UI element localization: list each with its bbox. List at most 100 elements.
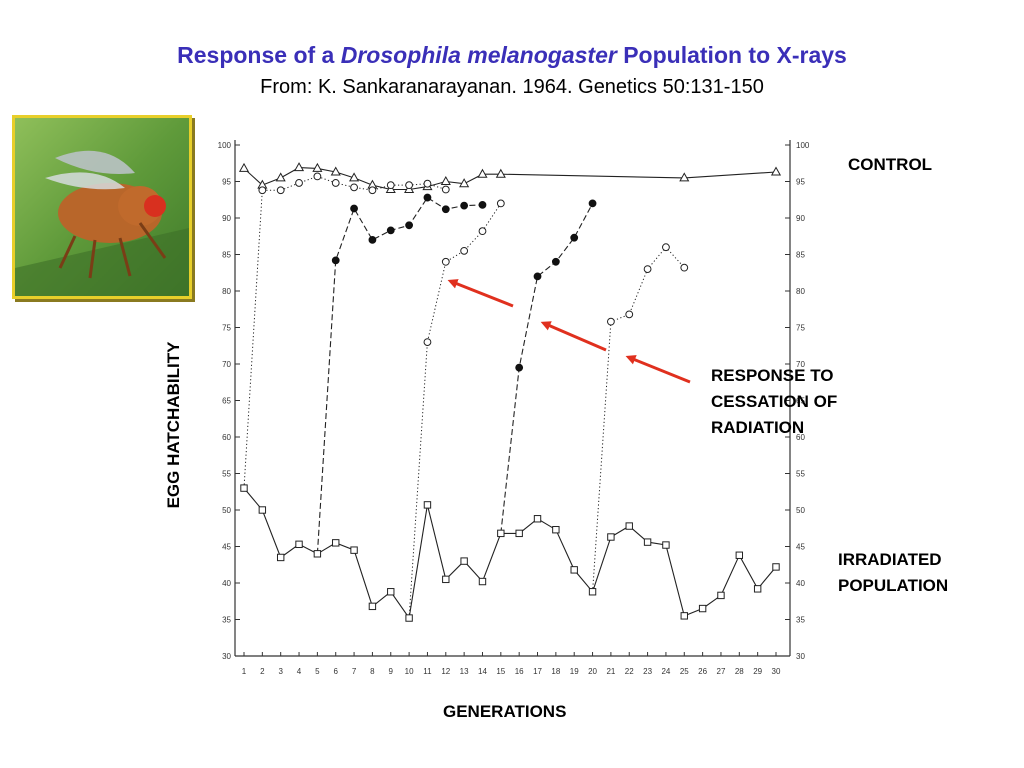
open-circle-marker	[643, 265, 652, 274]
x-tick-label: 15	[496, 667, 505, 676]
x-tick-label: 2	[260, 667, 265, 676]
y-tick-label-right: 35	[796, 616, 805, 625]
open-circle-marker	[331, 179, 340, 187]
y-tick-label-left: 75	[222, 324, 231, 333]
y-tick-label-right: 70	[796, 360, 805, 369]
y-tick-label-right: 60	[796, 433, 805, 442]
filled-circle-marker	[331, 256, 340, 265]
triangle-marker	[275, 172, 286, 182]
x-tick-label: 28	[735, 667, 744, 676]
square-marker	[607, 533, 615, 541]
red-arrow	[625, 355, 691, 384]
red-arrow	[447, 279, 514, 308]
x-tick-label: 23	[643, 667, 652, 676]
open-circle-marker	[662, 243, 670, 252]
red-arrow	[540, 321, 607, 352]
square-marker	[533, 515, 542, 523]
x-tick-label: 8	[370, 667, 375, 676]
irradiated-label-line1: IRRADIATED	[838, 550, 942, 569]
y-tick-label-right: 100	[796, 141, 810, 150]
y-tick-label-right: 75	[796, 324, 805, 333]
response-label-line3: RADIATION	[711, 418, 805, 437]
y-tick-label-left: 30	[222, 652, 231, 661]
x-tick-label: 1	[242, 667, 247, 676]
series-line-recovery-from-5	[316, 196, 483, 554]
filled-circle-marker	[441, 205, 450, 214]
open-circle-marker	[423, 179, 432, 188]
square-marker	[735, 551, 744, 559]
triangle-marker	[440, 175, 451, 185]
filled-circle-marker	[368, 236, 377, 244]
filled-circle-marker	[405, 221, 414, 230]
filled-circle-marker	[551, 257, 560, 266]
title-post: Population to X-rays	[616, 42, 847, 68]
open-circle-marker	[625, 310, 634, 319]
filled-circle-marker	[386, 226, 395, 235]
response-label-line2: CESSATION OF	[711, 392, 838, 411]
y-tick-label-left: 100	[218, 141, 232, 150]
x-tick-label: 4	[297, 667, 302, 676]
open-circle-marker	[496, 199, 505, 208]
y-tick-label-right: 65	[796, 397, 805, 406]
x-tick-label: 25	[680, 667, 689, 676]
square-marker	[753, 585, 762, 593]
response-label-line1: RESPONSE TO	[711, 366, 834, 385]
y-tick-label-right: 95	[796, 178, 805, 187]
open-circle-marker	[606, 317, 615, 326]
triangle-marker	[349, 172, 360, 182]
x-tick-label: 21	[606, 667, 615, 676]
open-circle-marker	[276, 186, 285, 195]
open-circle-marker	[386, 181, 395, 190]
square-marker	[698, 604, 707, 613]
y-tick-label-right: 30	[796, 652, 805, 661]
y-tick-label-left: 55	[222, 470, 231, 479]
y-tick-label-left: 60	[222, 433, 231, 442]
y-tick-label-left: 80	[222, 287, 231, 296]
y-tick-label-left: 65	[222, 397, 231, 406]
x-tick-label: 5	[315, 667, 320, 676]
open-circle-marker	[405, 181, 414, 190]
x-tick-label: 11	[423, 667, 432, 676]
filled-circle-marker	[460, 201, 469, 210]
y-tick-label-right: 85	[796, 251, 805, 260]
y-tick-label-left: 95	[222, 178, 231, 187]
x-tick-label: 29	[753, 667, 762, 676]
series-line-control-open	[243, 175, 446, 489]
filled-circle-marker	[588, 199, 597, 208]
triangle-marker	[330, 166, 341, 176]
triangle-marker	[770, 166, 782, 176]
x-tick-label: 13	[460, 667, 469, 676]
series-line-recovery-from-10	[408, 203, 502, 619]
y-tick-label-right: 80	[796, 287, 805, 296]
square-marker	[423, 501, 432, 509]
series-line-recovery-from-15	[500, 203, 594, 534]
square-marker	[662, 541, 670, 549]
x-tick-label: 12	[441, 667, 450, 676]
x-tick-label: 22	[625, 667, 634, 676]
square-marker	[350, 546, 358, 554]
x-tick-label: 27	[717, 667, 726, 676]
filled-circle-marker	[515, 363, 524, 372]
x-tick-label: 20	[588, 667, 597, 676]
series-line-control	[243, 167, 777, 191]
x-tick-label: 26	[698, 667, 707, 676]
open-circle-marker	[258, 186, 267, 195]
square-marker	[680, 612, 688, 620]
y-tick-label-left: 50	[222, 506, 231, 515]
series-line-recovery-from-20	[592, 246, 685, 592]
y-tick-label-left: 40	[222, 579, 231, 588]
response-label: RESPONSE TO CESSATION OF RADIATION	[711, 363, 837, 441]
x-tick-label: 14	[478, 667, 487, 676]
square-marker	[552, 526, 560, 534]
y-tick-label-left: 85	[222, 251, 231, 260]
square-marker	[625, 522, 633, 530]
title-species: Drosophila melanogaster	[340, 42, 617, 68]
irradiated-label: IRRADIATED POPULATION	[838, 547, 948, 599]
open-circle-marker	[460, 246, 469, 255]
square-marker	[387, 588, 395, 596]
square-marker	[460, 557, 468, 565]
series-line-irradiated	[243, 487, 777, 620]
triangle-marker	[679, 172, 690, 182]
filled-circle-marker	[478, 200, 487, 209]
